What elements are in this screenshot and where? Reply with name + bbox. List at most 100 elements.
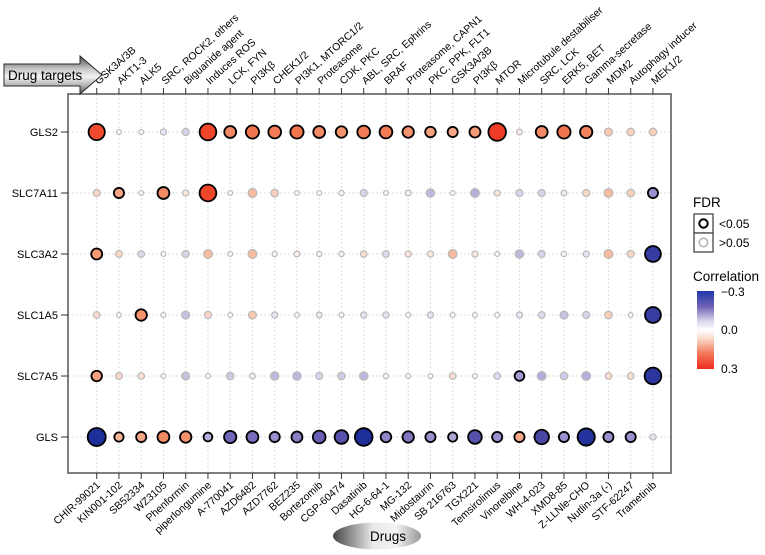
correlation-dot — [644, 245, 662, 263]
correlation-dot — [160, 372, 167, 380]
drugs-ellipse-icon — [333, 522, 421, 550]
correlation-dot — [559, 310, 569, 320]
correlation-dot — [247, 188, 258, 199]
row-label: SLC7A5 — [17, 371, 58, 383]
correlation-dot — [626, 127, 636, 137]
bubble-matrix-plot: GSK3A/3BCHIR-99021AKT1-3KIN001-102ALK5SB… — [12, 4, 700, 536]
correlation-dot — [115, 311, 122, 319]
correlation-dot — [467, 429, 483, 445]
correlation-dot — [447, 249, 458, 260]
correlation-dot — [426, 311, 435, 319]
correlation-dot — [181, 249, 190, 259]
correlation-dot — [449, 189, 456, 197]
correlation-dot — [271, 311, 279, 319]
correlation-dot — [227, 250, 234, 258]
correlation-dot — [471, 250, 479, 258]
correlation-dot — [581, 371, 592, 382]
correlation-dot — [289, 124, 305, 140]
correlation-dot — [293, 189, 300, 197]
correlation-dot — [426, 250, 435, 258]
correlation-dot — [404, 189, 412, 197]
drug-targets-badge: Drug targets — [3, 54, 103, 96]
correlation-dot — [90, 369, 103, 383]
correlation-dot — [379, 430, 393, 444]
correlation-dot — [627, 311, 634, 319]
correlation-dot — [112, 187, 125, 199]
correlation-dot — [227, 311, 234, 319]
correlation-dot — [560, 189, 568, 197]
correlation-dot — [624, 431, 637, 443]
correlation-dot — [604, 310, 613, 320]
correlation-dot — [493, 372, 502, 380]
correlation-dot — [156, 186, 171, 200]
correlation-dot — [604, 372, 613, 380]
correlation-dot — [160, 311, 167, 319]
correlation-dot — [382, 311, 390, 319]
fdr-nonsig-label: >0.05 — [719, 236, 750, 250]
correlation-dot — [643, 366, 663, 386]
correlation-dot — [338, 189, 345, 197]
correlation-dot — [427, 372, 434, 380]
correlation-dot — [602, 431, 615, 443]
correlation-dot — [536, 371, 547, 382]
correlation-dot — [182, 189, 190, 197]
correlation-dot — [359, 250, 368, 258]
correlation-dot — [337, 371, 346, 381]
correlation-dot — [537, 311, 546, 319]
correlation-dot — [537, 188, 546, 198]
correlation-dot — [360, 311, 368, 319]
correlation-dot — [559, 371, 569, 381]
correlation-dot — [646, 187, 659, 199]
correlation-dot — [267, 124, 282, 140]
correlation-dot — [603, 188, 614, 199]
correlation-dot — [333, 429, 350, 445]
correlation-dot — [247, 249, 258, 260]
correlation-dot — [448, 372, 457, 380]
correlation-dot — [471, 311, 478, 319]
correlation-dot — [90, 247, 104, 261]
correlation-dot — [92, 311, 101, 319]
drugs-badge: Drugs — [333, 522, 421, 550]
correlation-dot — [315, 250, 323, 258]
correlation-dot — [401, 125, 415, 139]
drug-targets-label: Drug targets — [8, 68, 83, 83]
correlation-dot — [137, 372, 146, 380]
correlation-dot — [515, 188, 524, 198]
correlation-dot — [311, 429, 327, 445]
correlation-dot — [269, 371, 280, 381]
correlation-dot — [356, 124, 371, 140]
correlation-dot — [424, 431, 437, 443]
correlation-dot — [156, 430, 171, 444]
correlation-dot — [92, 188, 101, 198]
correlation-dot — [181, 310, 191, 320]
correlation-dot — [626, 372, 635, 380]
correlation-dot — [603, 249, 614, 260]
correlation-dot — [268, 431, 281, 443]
row-label: SLC7A11 — [12, 188, 58, 200]
correlation-dot — [471, 372, 478, 380]
correlation-dot — [515, 311, 524, 319]
correlation-dot — [245, 430, 260, 444]
correlation-dot — [533, 428, 550, 446]
correlation-dot — [114, 371, 124, 381]
correlation-dot — [576, 427, 596, 447]
correlation-dot — [244, 124, 260, 140]
correlation-dot — [181, 371, 191, 381]
correlation-dot — [338, 311, 345, 319]
fdr-nonsig-dot-icon — [698, 237, 709, 248]
correlation-dot — [359, 188, 368, 198]
correlation-dot — [160, 250, 167, 258]
correlation-dot — [134, 308, 148, 322]
correlation-legend-title: Correlation — [693, 269, 759, 284]
correlation-dot — [292, 371, 302, 381]
correlation-dot — [223, 125, 238, 139]
correlation-dot — [271, 250, 278, 258]
correlation-dot — [515, 128, 523, 136]
correlation-tick-mid: 0.0 — [721, 323, 738, 337]
correlation-dot — [469, 188, 480, 199]
correlation-dot — [404, 250, 412, 258]
correlation-dot — [198, 122, 218, 142]
correlation-dot — [494, 250, 501, 258]
row-label: SLC3A2 — [17, 249, 58, 261]
